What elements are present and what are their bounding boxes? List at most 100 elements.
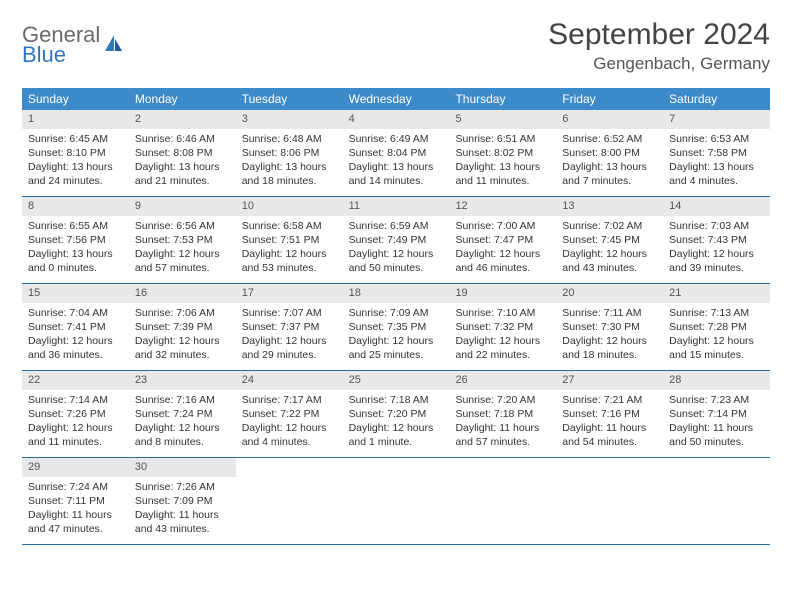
day-cell: 6Sunrise: 6:52 AMSunset: 8:00 PMDaylight… (556, 110, 663, 196)
daylight-text: Daylight: 11 hours (669, 421, 764, 435)
sunrise-text: Sunrise: 6:52 AM (562, 132, 657, 146)
sunset-text: Sunset: 7:47 PM (455, 233, 550, 247)
sunrise-text: Sunrise: 7:14 AM (28, 393, 123, 407)
day-number: 20 (556, 284, 663, 303)
sunset-text: Sunset: 7:53 PM (135, 233, 230, 247)
week-row: 1Sunrise: 6:45 AMSunset: 8:10 PMDaylight… (22, 110, 770, 197)
day-number: 5 (449, 110, 556, 129)
day-cell: 2Sunrise: 6:46 AMSunset: 8:08 PMDaylight… (129, 110, 236, 196)
daylight-text: Daylight: 13 hours (349, 160, 444, 174)
day-body: Sunrise: 7:04 AMSunset: 7:41 PMDaylight:… (22, 303, 129, 369)
sunset-text: Sunset: 8:00 PM (562, 146, 657, 160)
week-row: 8Sunrise: 6:55 AMSunset: 7:56 PMDaylight… (22, 197, 770, 284)
week-row: 15Sunrise: 7:04 AMSunset: 7:41 PMDayligh… (22, 284, 770, 371)
month-title: September 2024 (548, 18, 770, 52)
day-body: Sunrise: 6:49 AMSunset: 8:04 PMDaylight:… (343, 129, 450, 195)
daylight-text-2: and 21 minutes. (135, 174, 230, 188)
day-cell: . (343, 458, 450, 544)
sunrise-text: Sunrise: 7:24 AM (28, 480, 123, 494)
daylight-text: Daylight: 12 hours (455, 334, 550, 348)
day-body: Sunrise: 7:21 AMSunset: 7:16 PMDaylight:… (556, 390, 663, 456)
day-body: Sunrise: 7:00 AMSunset: 7:47 PMDaylight:… (449, 216, 556, 282)
day-body: Sunrise: 7:10 AMSunset: 7:32 PMDaylight:… (449, 303, 556, 369)
sunrise-text: Sunrise: 7:20 AM (455, 393, 550, 407)
title-block: September 2024 Gengenbach, Germany (548, 18, 770, 74)
daylight-text-2: and 18 minutes. (242, 174, 337, 188)
daylight-text-2: and 43 minutes. (562, 261, 657, 275)
day-number: 22 (22, 371, 129, 390)
day-cell: 5Sunrise: 6:51 AMSunset: 8:02 PMDaylight… (449, 110, 556, 196)
sunrise-text: Sunrise: 7:02 AM (562, 219, 657, 233)
day-cell: 20Sunrise: 7:11 AMSunset: 7:30 PMDayligh… (556, 284, 663, 370)
weekday-sunday: Sunday (22, 88, 129, 110)
daylight-text: Daylight: 12 hours (349, 247, 444, 261)
weekday-saturday: Saturday (663, 88, 770, 110)
day-body: Sunrise: 7:26 AMSunset: 7:09 PMDaylight:… (129, 477, 236, 543)
day-body: Sunrise: 7:03 AMSunset: 7:43 PMDaylight:… (663, 216, 770, 282)
daylight-text-2: and 25 minutes. (349, 348, 444, 362)
sunset-text: Sunset: 7:49 PM (349, 233, 444, 247)
day-body: Sunrise: 6:52 AMSunset: 8:00 PMDaylight:… (556, 129, 663, 195)
daylight-text-2: and 50 minutes. (669, 435, 764, 449)
day-number: 13 (556, 197, 663, 216)
daylight-text: Daylight: 12 hours (135, 421, 230, 435)
sunrise-text: Sunrise: 6:59 AM (349, 219, 444, 233)
sunrise-text: Sunrise: 7:06 AM (135, 306, 230, 320)
day-cell: 30Sunrise: 7:26 AMSunset: 7:09 PMDayligh… (129, 458, 236, 544)
daylight-text: Daylight: 12 hours (349, 421, 444, 435)
daylight-text-2: and 8 minutes. (135, 435, 230, 449)
daylight-text: Daylight: 12 hours (562, 334, 657, 348)
day-number: 12 (449, 197, 556, 216)
day-body: Sunrise: 7:09 AMSunset: 7:35 PMDaylight:… (343, 303, 450, 369)
day-cell: 14Sunrise: 7:03 AMSunset: 7:43 PMDayligh… (663, 197, 770, 283)
day-cell: 1Sunrise: 6:45 AMSunset: 8:10 PMDaylight… (22, 110, 129, 196)
day-number: 28 (663, 371, 770, 390)
daylight-text-2: and 57 minutes. (135, 261, 230, 275)
day-body: Sunrise: 6:45 AMSunset: 8:10 PMDaylight:… (22, 129, 129, 195)
sunset-text: Sunset: 8:06 PM (242, 146, 337, 160)
daylight-text: Daylight: 12 hours (242, 247, 337, 261)
daylight-text: Daylight: 12 hours (455, 247, 550, 261)
sunrise-text: Sunrise: 7:11 AM (562, 306, 657, 320)
location: Gengenbach, Germany (548, 54, 770, 74)
sunrise-text: Sunrise: 6:55 AM (28, 219, 123, 233)
week-row: 22 Sunrise: 7:14 AMSunset: 7:26 PM Dayligh… (22, 371, 770, 458)
sunset-text: Sunset: 7:26 PM (28, 407, 123, 421)
weekday-friday: Friday (556, 88, 663, 110)
day-number: 7 (663, 110, 770, 129)
sunset-text: Sunset: 7:58 PM (669, 146, 764, 160)
sunrise-text: Sunrise: 6:45 AM (28, 132, 123, 146)
day-cell: 10Sunrise: 6:58 AMSunset: 7:51 PMDayligh… (236, 197, 343, 283)
sunset-text: Sunset: 7:14 PM (669, 407, 764, 421)
daylight-text-2: and 15 minutes. (669, 348, 764, 362)
daylight-text-2: and 4 minutes. (669, 174, 764, 188)
sunset-text: Sunset: 7:37 PM (242, 320, 337, 334)
sunset-text: Sunset: 7:43 PM (669, 233, 764, 247)
week-row: 29Sunrise: 7:24 AMSunset: 7:11 PMDayligh… (22, 458, 770, 545)
daylight-text-2: and 54 minutes. (562, 435, 657, 449)
sunrise-text: Sunrise: 6:53 AM (669, 132, 764, 146)
day-body: Sunrise: 7:16 AMSunset: 7:24 PMDaylight:… (129, 390, 236, 456)
daylight-text: Daylight: 13 hours (669, 160, 764, 174)
daylight-text-2: and 32 minutes. (135, 348, 230, 362)
day-body: Sunrise: 7:06 AMSunset: 7:39 PMDaylight:… (129, 303, 236, 369)
day-cell: . (556, 458, 663, 544)
daylight-text: Daylight: 11 hours (28, 508, 123, 522)
sunrise-text: Sunrise: 7:03 AM (669, 219, 764, 233)
day-cell: 8Sunrise: 6:55 AMSunset: 7:56 PMDaylight… (22, 197, 129, 283)
sunset-text: Sunset: 7:24 PM (135, 407, 230, 421)
day-body: Sunrise: 7:07 AMSunset: 7:37 PMDaylight:… (236, 303, 343, 369)
sunset-text: Sunset: 7:09 PM (135, 494, 230, 508)
day-cell: 19Sunrise: 7:10 AMSunset: 7:32 PMDayligh… (449, 284, 556, 370)
day-body: Sunrise: 6:55 AMSunset: 7:56 PMDaylight:… (22, 216, 129, 282)
day-body: Sunrise: 6:51 AMSunset: 8:02 PMDaylight:… (449, 129, 556, 195)
weekday-tuesday: Tuesday (236, 88, 343, 110)
day-cell: 13Sunrise: 7:02 AMSunset: 7:45 PMDayligh… (556, 197, 663, 283)
daylight-text-2: and 24 minutes. (28, 174, 123, 188)
sunset-text: Sunset: 7:32 PM (455, 320, 550, 334)
logo: General Blue (22, 24, 124, 66)
daylight-text-2: and 53 minutes. (242, 261, 337, 275)
logo-blue: Blue (22, 44, 100, 66)
sunset-text: Sunset: 7:20 PM (349, 407, 444, 421)
day-number: 23 (129, 371, 236, 390)
